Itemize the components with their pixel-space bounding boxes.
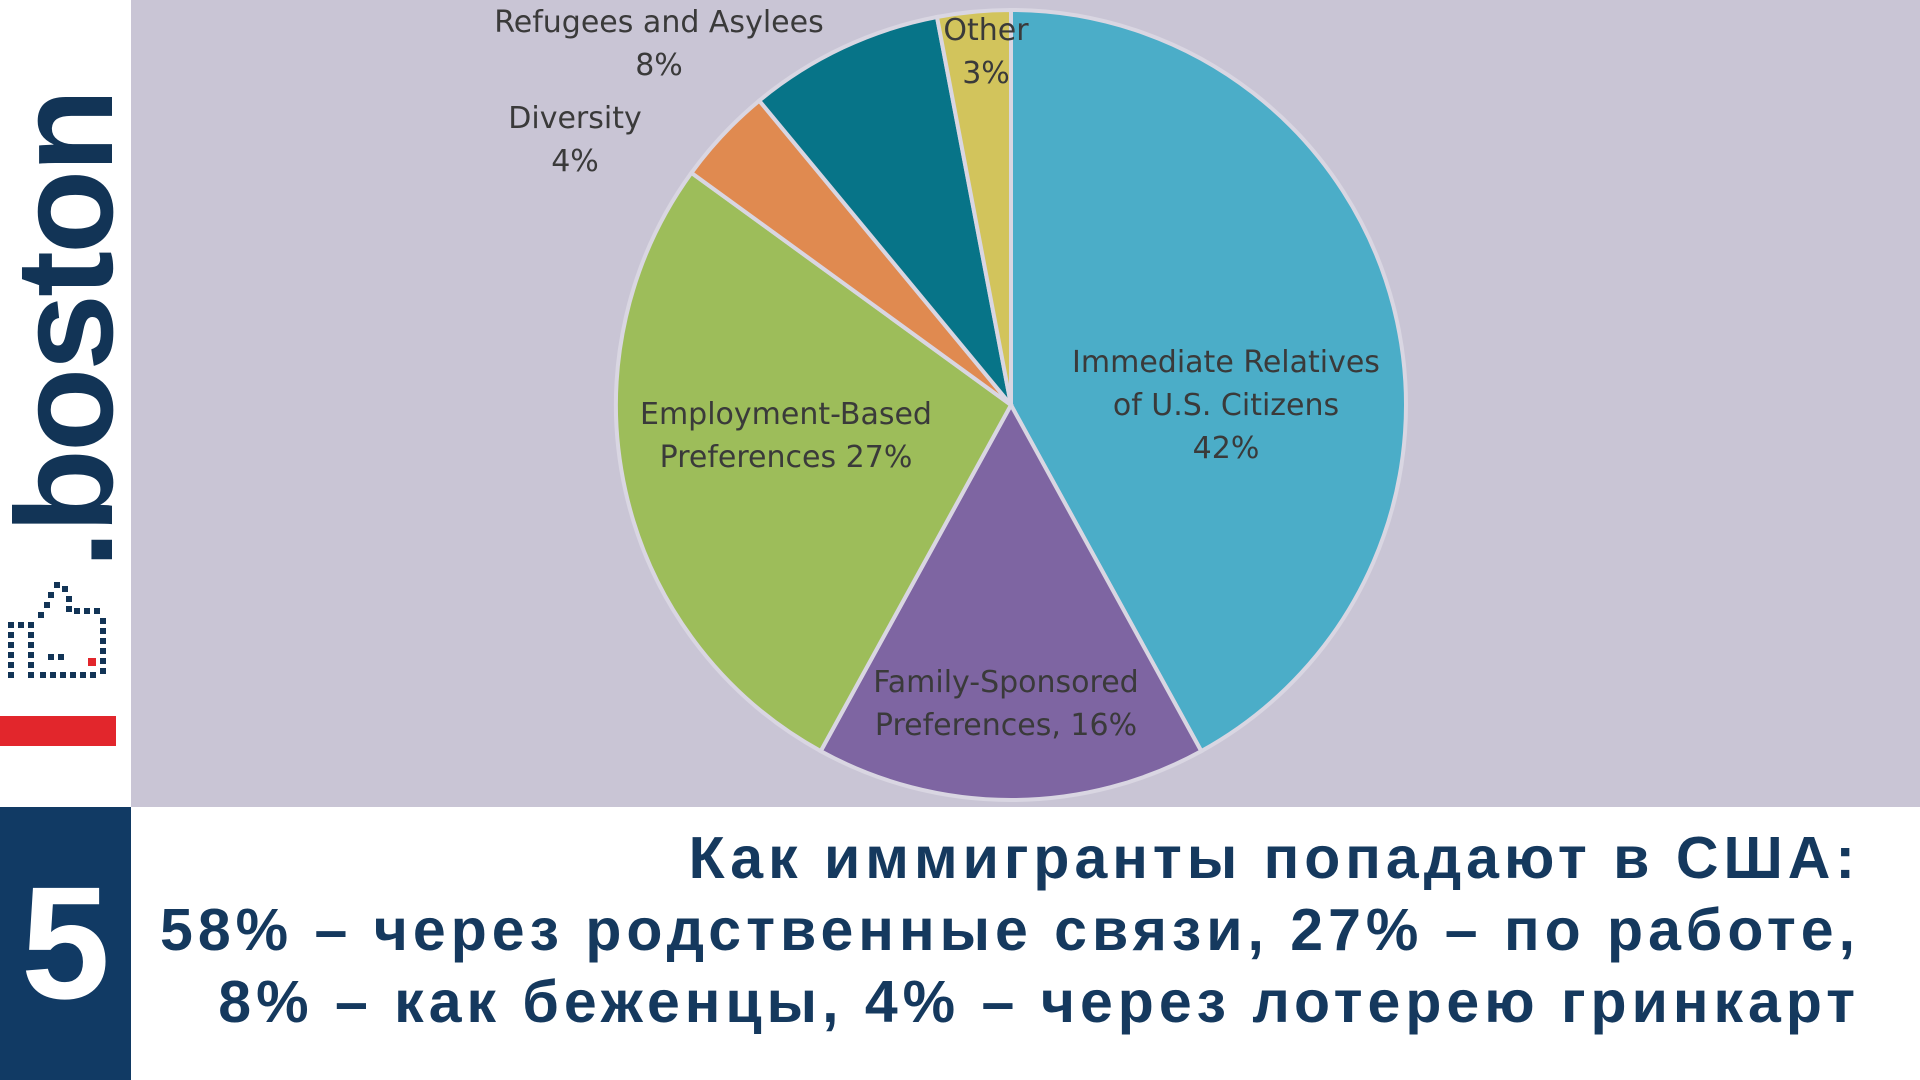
pie-slice-refugees bbox=[756, 14, 1013, 407]
pie-chart: Immediate Relatives of U.S. Citizens 42% Fa… bbox=[494, 5, 1408, 802]
pie-slice-immediate bbox=[1009, 7, 1408, 754]
caption-line-2: 58% – через родственные связи, 27% – по … bbox=[160, 897, 1861, 963]
caption: Как иммигранты попадают в США: 58% – чер… bbox=[160, 822, 1860, 1038]
slice-label-diversity: Diversity 4% bbox=[508, 101, 641, 179]
chart-panel: Immediate Relatives of U.S. Citizens 42% Fa… bbox=[131, 0, 1920, 807]
slice-label-employment: Employment-Based Preferences 27% bbox=[640, 397, 932, 475]
slice-label-refugees: Refugees and Asylees 8% bbox=[494, 5, 823, 83]
pie-slice-family bbox=[817, 400, 1205, 802]
pie-slice-other bbox=[934, 7, 1013, 406]
slice-label-family: Family-Sponsored Preferences, 16% bbox=[873, 665, 1138, 743]
pie-slice-employment bbox=[614, 170, 1014, 754]
slide-number-badge: 5 bbox=[0, 807, 131, 1080]
caption-line-3: 8% – как беженцы, 4% – через лотерею гри… bbox=[218, 969, 1860, 1035]
caption-line-1: Как иммигранты попадают в США: bbox=[688, 825, 1860, 891]
slice-label-immediate: Immediate Relatives of U.S. Citizens 42% bbox=[1072, 345, 1380, 466]
brand-strip: .boston bbox=[0, 0, 142, 807]
brand-logo-text: .boston bbox=[0, 91, 142, 569]
slice-label-other: Other 3% bbox=[943, 13, 1029, 91]
slide-number: 5 bbox=[21, 853, 110, 1032]
thumbs-up-icon bbox=[8, 582, 106, 678]
brand-red-bar bbox=[0, 716, 116, 746]
